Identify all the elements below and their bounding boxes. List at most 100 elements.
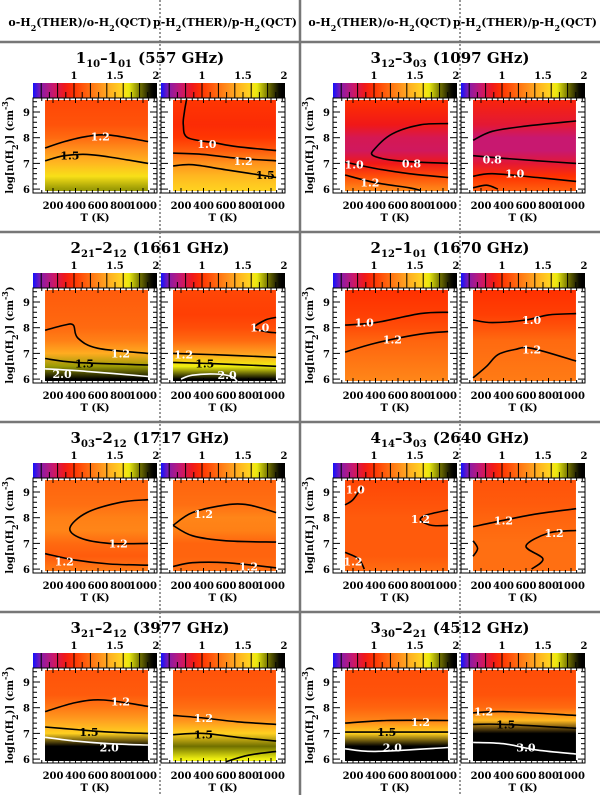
colorbar-tick-label: 1.5 — [406, 451, 423, 462]
colorbar-tick-label: 1.5 — [406, 71, 423, 82]
y-tick-label: 7 — [23, 729, 30, 740]
y-tick-label: 8 — [323, 324, 330, 335]
header-ortho-ratio-part: (THER)/o-H — [336, 16, 409, 29]
contour-label: 1.2 — [233, 155, 252, 168]
contour-label: 1.2 — [411, 513, 430, 526]
contour-label: 1.2 — [194, 712, 213, 725]
y-axis-label-part: )] (cm — [305, 490, 316, 525]
title-part: 01 — [118, 59, 132, 70]
title-part: 2 — [402, 619, 412, 637]
header-ortho-ratio-part: 2 — [331, 23, 337, 33]
x-tick-label: 1000 — [429, 201, 457, 212]
y-axis-label-part: 2 — [10, 524, 20, 530]
contour-label: 1.2 — [55, 555, 74, 568]
x-tick-label: 600 — [216, 201, 237, 212]
y-axis-label-part: )] (cm — [305, 110, 316, 145]
y-axis-label: log[n(H2)] (cm-3) — [300, 666, 320, 763]
title-part: (1661 GHz) — [133, 239, 230, 257]
colorbar-tick-label: 1.5 — [106, 261, 123, 272]
colorbar-tick-label: 1.5 — [234, 451, 251, 462]
contour-line — [44, 552, 149, 566]
title-part: (557 GHz) — [138, 49, 224, 67]
title-part: 03 — [81, 439, 95, 450]
colorbar — [333, 463, 457, 478]
x-axis-label: T (K) — [80, 403, 109, 414]
x-tick-label: 200 — [171, 771, 192, 782]
x-tick-label: 800 — [110, 771, 131, 782]
y-tick-label: 9 — [23, 488, 30, 499]
x-tick-label: 400 — [193, 581, 214, 592]
contour-line — [172, 561, 277, 569]
x-tick-label: 600 — [88, 771, 109, 782]
heatmap — [345, 290, 448, 381]
x-tick-label: 1000 — [429, 391, 457, 402]
x-tick-label: 400 — [493, 581, 514, 592]
contour-line — [182, 99, 277, 152]
x-tick-label: 1000 — [557, 771, 585, 782]
y-axis-label-part: -3 — [0, 481, 10, 490]
x-tick-label: 200 — [343, 201, 364, 212]
x-axis-label: T (K) — [380, 593, 409, 604]
colorbar-tick-label: 1 — [199, 451, 206, 462]
contour-label: 3.0 — [516, 742, 535, 755]
x-tick-label: 1000 — [557, 391, 585, 402]
y-axis-label-part: ) — [5, 476, 16, 481]
x-axis-label: T (K) — [208, 213, 237, 224]
colorbar — [461, 653, 585, 668]
x-tick-label: 1000 — [129, 581, 157, 592]
x-tick-label: 1000 — [557, 201, 585, 212]
x-tick-label: 1000 — [257, 201, 285, 212]
title-part: (2640 GHz) — [433, 429, 530, 447]
x-tick-label: 200 — [343, 771, 364, 782]
transition-title: 212–101 (1670 GHz) — [371, 239, 530, 260]
header-ortho-ratio-part: 2 — [109, 23, 115, 33]
colorbar-tick-label: 1 — [71, 71, 78, 82]
y-tick-label: 6 — [323, 185, 330, 196]
contour-line — [419, 509, 449, 527]
x-tick-label: 800 — [110, 581, 131, 592]
y-axis-label-part: ) — [5, 666, 16, 671]
colorbar-tick-label: 2 — [453, 641, 460, 652]
x-axis-label: T (K) — [508, 213, 537, 224]
x-tick-label: 400 — [65, 771, 86, 782]
header-para-ratio-part: 2 — [476, 23, 482, 33]
colorbar-tick-label: 2 — [581, 71, 588, 82]
colorbar-tick-label: 1.5 — [234, 261, 251, 272]
y-tick-label: 7 — [323, 159, 330, 170]
y-axis-label-part: log[n(H — [305, 150, 316, 194]
x-axis-label: T (K) — [380, 783, 409, 794]
colorbar-tick-label: 1 — [371, 451, 378, 462]
title-part: 3 — [371, 49, 381, 67]
x-tick-label: 200 — [471, 771, 492, 782]
colorbar-tick-label: 1 — [499, 261, 506, 272]
x-tick-label: 200 — [171, 581, 192, 592]
contour-label: 1.5 — [60, 150, 79, 163]
x-tick-label: 400 — [493, 771, 514, 782]
y-tick-label: 7 — [23, 159, 30, 170]
title-part: (3977 GHz) — [133, 619, 230, 637]
x-tick-label: 800 — [410, 391, 431, 402]
y-tick-label: 9 — [323, 678, 330, 689]
y-axis-label-part: 2 — [10, 334, 20, 340]
title-part: – — [95, 619, 103, 637]
contour-label: 1.2 — [111, 695, 130, 708]
y-axis-label-part: )] (cm — [305, 680, 316, 715]
x-tick-label: 800 — [238, 771, 259, 782]
title-part: – — [100, 49, 108, 67]
contour-line — [45, 736, 149, 746]
x-tick-label: 1000 — [129, 391, 157, 402]
contour-line — [473, 741, 577, 755]
y-tick-label: 6 — [323, 565, 330, 576]
contour-line — [173, 361, 277, 368]
title-part: 3 — [371, 619, 381, 637]
colorbar-tick-label: 1.5 — [106, 71, 123, 82]
colorbar-tick-label: 1 — [199, 261, 206, 272]
